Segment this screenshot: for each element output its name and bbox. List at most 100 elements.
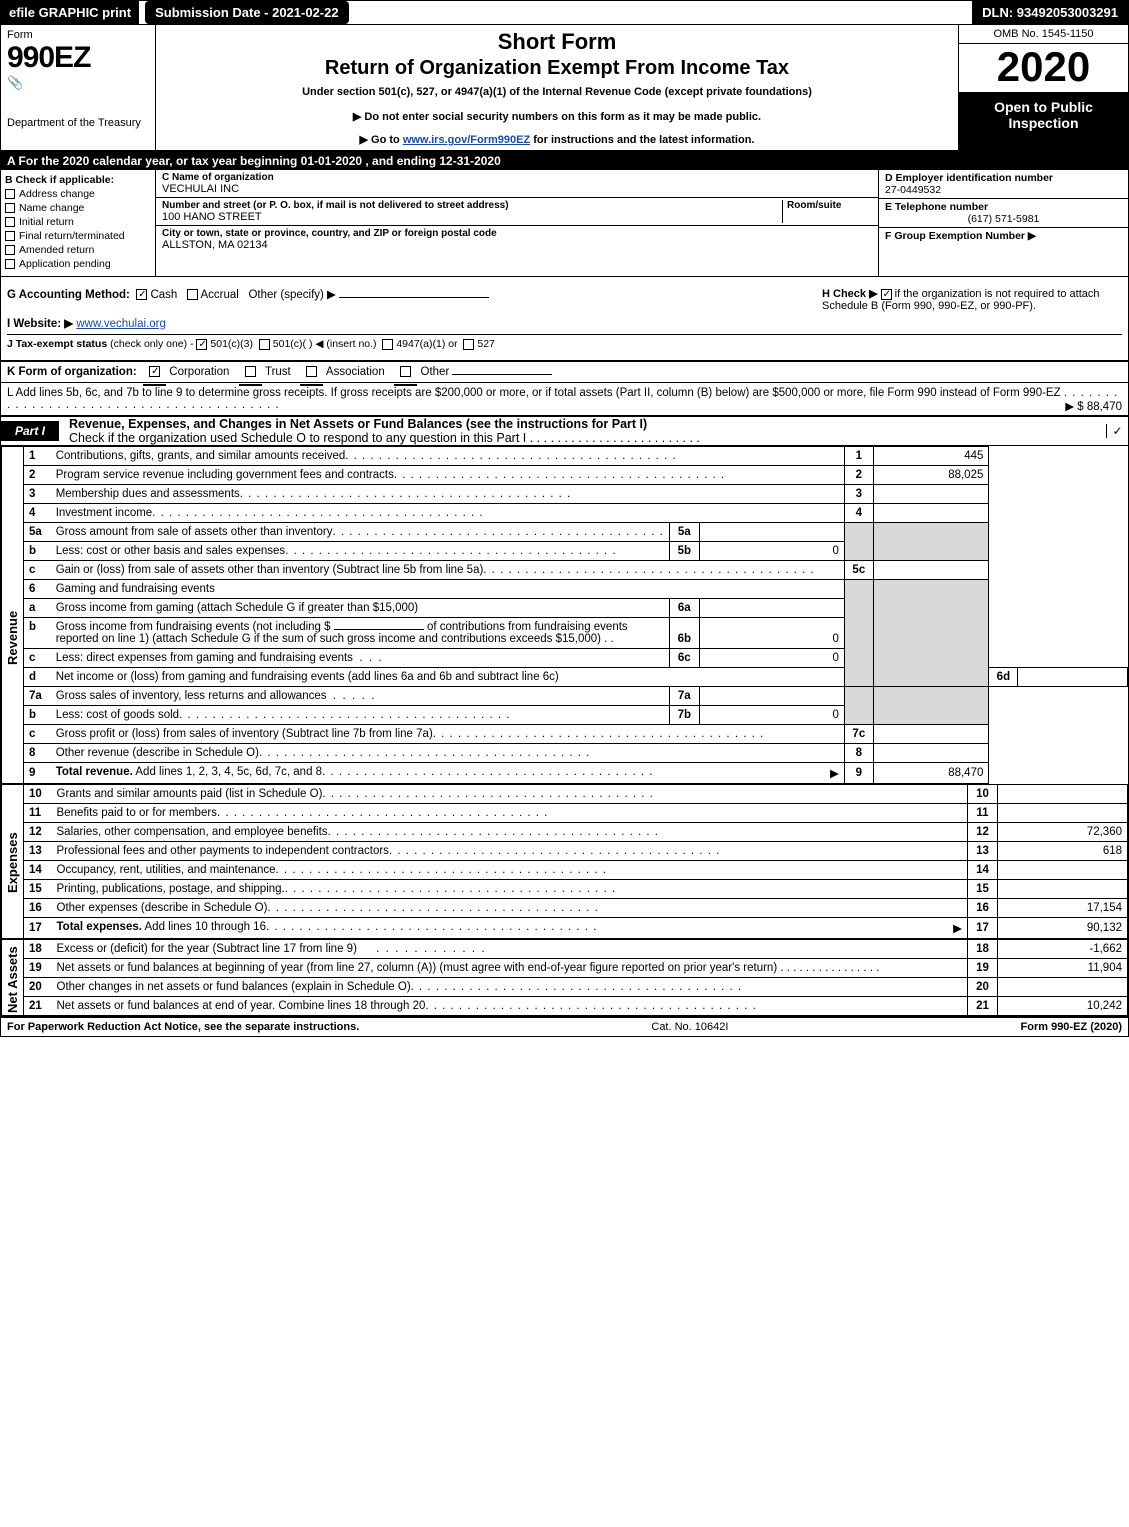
line-4: 4 Investment income 4 [24, 504, 1128, 523]
entity-block: B Check if applicable: Address change Na… [1, 170, 1128, 277]
h-label: H Check ▶ [822, 288, 878, 300]
line-18: 18 Excess or (deficit) for the year (Sub… [24, 940, 1128, 959]
l-line: L Add lines 5b, 6c, and 7b to line 9 to … [1, 383, 1128, 417]
check-corporation[interactable] [149, 366, 160, 377]
line-16: 16 Other expenses (describe in Schedule … [24, 899, 1128, 918]
under-section: Under section 501(c), 527, or 4947(a)(1)… [164, 86, 950, 98]
header-center: Short Form Return of Organization Exempt… [156, 25, 958, 150]
part-1-header: Part I Revenue, Expenses, and Changes in… [1, 417, 1128, 446]
line-8: 8 Other revenue (describe in Schedule O)… [24, 744, 1128, 763]
check-initial-return[interactable] [5, 217, 15, 227]
department-label: Department of the Treasury [7, 117, 149, 129]
k-label: K Form of organization: [7, 366, 137, 378]
check-trust[interactable] [245, 366, 256, 377]
efile-label: efile GRAPHIC print [1, 1, 139, 24]
open-public-inspection: Open to Public Inspection [959, 93, 1128, 150]
l-amount: ▶ $ 88,470 [1065, 399, 1122, 413]
line-21: 21 Net assets or fund balances at end of… [24, 997, 1128, 1016]
line-2: 2 Program service revenue including gove… [24, 466, 1128, 485]
year-line-text: A For the 2020 calendar year, or tax yea… [7, 154, 501, 168]
form-number: 990EZ [7, 41, 149, 75]
j-label: J Tax-exempt status [7, 338, 107, 350]
line-7c: c Gross profit or (loss) from sales of i… [24, 725, 1128, 744]
ein-value: 27-0449532 [885, 184, 1122, 196]
line-10: 10 Grants and similar amounts paid (list… [24, 785, 1128, 804]
tax-year: 2020 [959, 44, 1128, 93]
irs-link[interactable]: www.irs.gov/Form990EZ [403, 134, 530, 146]
go-to-link: ▶ Go to www.irs.gov/Form990EZ for instru… [164, 133, 950, 146]
expenses-section: Expenses 10 Grants and similar amounts p… [1, 784, 1128, 939]
g-label: G Accounting Method: [7, 289, 130, 301]
expenses-table: 10 Grants and similar amounts paid (list… [23, 784, 1128, 939]
check-501c3[interactable] [196, 339, 207, 350]
top-bar: efile GRAPHIC print Submission Date - 20… [1, 1, 1128, 25]
section-b-checks: B Check if applicable: Address change Na… [1, 170, 156, 276]
expenses-side-label: Expenses [1, 784, 23, 939]
line-14: 14 Occupancy, rent, utilities, and maint… [24, 861, 1128, 880]
c-label: C Name of organization [162, 172, 872, 183]
e-label: E Telephone number [885, 201, 1122, 213]
line-12: 12 Salaries, other compensation, and emp… [24, 823, 1128, 842]
part-1-tab: Part I [1, 421, 59, 441]
header-left: Form 990EZ 📎 Department of the Treasury [1, 25, 156, 150]
section-g-to-j: G Accounting Method: Cash Accrual Other … [1, 277, 1128, 362]
form-word: Form [7, 29, 149, 41]
f-label: F Group Exemption Number ▶ [885, 230, 1036, 242]
street-value: 100 HANO STREET [162, 211, 782, 223]
check-501c[interactable] [259, 339, 270, 350]
submission-date: Submission Date - 2021-02-22 [145, 1, 349, 24]
line-5c: c Gain or (loss) from sale of assets oth… [24, 561, 1128, 580]
check-address-change[interactable] [5, 189, 15, 199]
line-9: 9 Total revenue. Add lines 1, 2, 3, 4, 5… [24, 763, 1128, 784]
header-right: OMB No. 1545-1150 2020 Open to Public In… [958, 25, 1128, 150]
phone-value: (617) 571-5981 [885, 213, 1122, 225]
line-3: 3 Membership dues and assessments 3 [24, 485, 1128, 504]
check-name-change[interactable] [5, 203, 15, 213]
check-final-return[interactable] [5, 231, 15, 241]
l-text: L Add lines 5b, 6c, and 7b to line 9 to … [7, 387, 1061, 399]
tax-year-line: A For the 2020 calendar year, or tax yea… [1, 152, 1128, 170]
check-527[interactable] [463, 339, 474, 350]
dln-label: DLN: 93492053003291 [972, 1, 1128, 24]
street-label: Number and street (or P. O. box, if mail… [162, 200, 782, 211]
line-20: 20 Other changes in net assets or fund b… [24, 978, 1128, 997]
check-4947[interactable] [382, 339, 393, 350]
line-1: 1 Contributions, gifts, grants, and simi… [24, 447, 1128, 466]
line-13: 13 Professional fees and other payments … [24, 842, 1128, 861]
section-c-name-address: C Name of organization VECHULAI INC Numb… [156, 170, 878, 276]
short-form-title: Short Form [164, 29, 950, 55]
check-association[interactable] [306, 366, 317, 377]
i-label: I Website: ▶ [7, 318, 73, 330]
check-other[interactable] [400, 366, 411, 377]
footer-left: For Paperwork Reduction Act Notice, see … [7, 1021, 359, 1033]
part-1-title: Revenue, Expenses, and Changes in Net As… [59, 417, 1106, 445]
omb-number: OMB No. 1545-1150 [959, 25, 1128, 44]
line-19: 19 Net assets or fund balances at beginn… [24, 959, 1128, 978]
revenue-side-label: Revenue [1, 446, 23, 784]
form-990ez-page: efile GRAPHIC print Submission Date - 20… [0, 0, 1129, 1037]
check-application-pending[interactable] [5, 259, 15, 269]
line-17: 17 Total expenses. Add lines 10 through … [24, 918, 1128, 939]
footer-right: Form 990-EZ (2020) [1021, 1021, 1122, 1033]
section-d-e-f: D Employer identification number 27-0449… [878, 170, 1128, 276]
check-amended-return[interactable] [5, 245, 15, 255]
d-label: D Employer identification number [885, 172, 1122, 184]
page-footer: For Paperwork Reduction Act Notice, see … [1, 1016, 1128, 1036]
check-accrual[interactable] [187, 289, 198, 300]
return-title: Return of Organization Exempt From Incom… [164, 57, 950, 80]
revenue-section: Revenue 1 Contributions, gifts, grants, … [1, 446, 1128, 784]
footer-center: Cat. No. 10642I [359, 1021, 1020, 1033]
b-label: B Check if applicable: [5, 174, 151, 186]
part-1-check[interactable]: ✓ [1106, 424, 1128, 438]
website-link[interactable]: www.vechulai.org [76, 318, 165, 330]
line-15: 15 Printing, publications, postage, and … [24, 880, 1128, 899]
form-header: Form 990EZ 📎 Department of the Treasury … [1, 25, 1128, 152]
check-h[interactable] [881, 289, 892, 300]
net-assets-section: Net Assets 18 Excess or (deficit) for th… [1, 939, 1128, 1016]
city-value: ALLSTON, MA 02134 [162, 239, 872, 251]
do-not-enter: ▶ Do not enter social security numbers o… [164, 110, 950, 123]
city-label: City or town, state or province, country… [162, 228, 872, 239]
check-cash[interactable] [136, 289, 147, 300]
net-assets-table: 18 Excess or (deficit) for the year (Sub… [23, 939, 1128, 1016]
line-5a: 5a Gross amount from sale of assets othe… [24, 523, 1128, 542]
